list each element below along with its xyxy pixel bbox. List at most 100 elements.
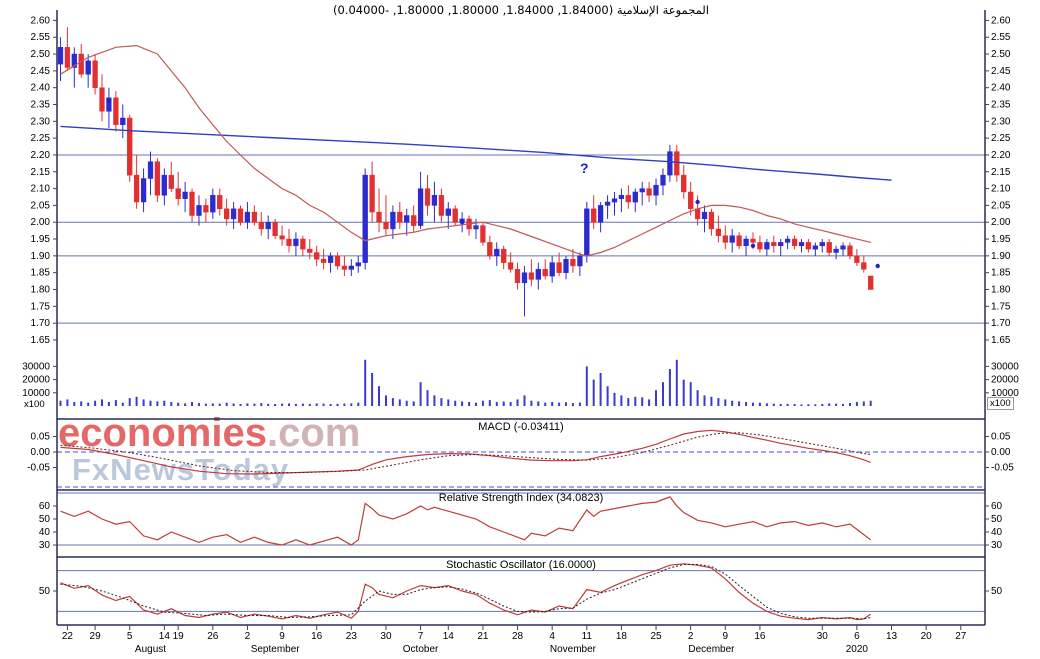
volume-bar bbox=[80, 401, 83, 406]
volume-bar bbox=[558, 402, 561, 406]
svg-text:60: 60 bbox=[39, 501, 51, 512]
volume-bar bbox=[426, 390, 429, 406]
svg-text:11: 11 bbox=[582, 631, 593, 642]
volume-bar bbox=[869, 400, 872, 406]
svg-text:14: 14 bbox=[443, 631, 455, 642]
volume-bar bbox=[267, 403, 270, 406]
volume-bar bbox=[717, 398, 720, 406]
candle bbox=[840, 245, 846, 250]
candle bbox=[549, 262, 555, 277]
axis-labels: 2.60 2.60 2.55 2.55 2.50 2.50 2.45 2.45 2.40 2.40… bbox=[22, 15, 1019, 655]
svg-text:10000: 10000 bbox=[22, 388, 50, 399]
candle bbox=[106, 97, 112, 112]
candle bbox=[99, 87, 105, 112]
svg-text:30000: 30000 bbox=[991, 361, 1019, 372]
volume-bar bbox=[662, 382, 664, 406]
svg-text:2.10: 2.10 bbox=[991, 184, 1011, 195]
candle bbox=[355, 262, 361, 267]
candle bbox=[334, 255, 341, 267]
volume-bar bbox=[385, 395, 387, 406]
candle bbox=[487, 242, 493, 257]
svg-text:30: 30 bbox=[380, 631, 392, 642]
candle bbox=[348, 265, 354, 270]
svg-text:2.40: 2.40 bbox=[31, 83, 51, 94]
volume-bar bbox=[288, 403, 290, 406]
candle bbox=[701, 211, 708, 220]
volume-bar bbox=[260, 403, 263, 406]
volume-bar bbox=[862, 401, 865, 406]
svg-text:16: 16 bbox=[754, 631, 766, 642]
volume-bar bbox=[710, 396, 713, 406]
volume-bar bbox=[461, 401, 464, 406]
grid-lines bbox=[57, 154, 985, 324]
candle bbox=[265, 221, 271, 230]
svg-text:2.30: 2.30 bbox=[31, 116, 51, 127]
volume-bar bbox=[724, 399, 727, 406]
candle bbox=[182, 191, 188, 199]
volume-bar bbox=[371, 373, 374, 406]
candle bbox=[521, 272, 528, 284]
volume-bar bbox=[184, 403, 187, 406]
volume-bar bbox=[696, 390, 699, 406]
volume-bar bbox=[433, 395, 436, 406]
candle bbox=[272, 221, 278, 236]
svg-text:2.50: 2.50 bbox=[31, 49, 51, 60]
volume-bar bbox=[239, 404, 242, 406]
volume-bar bbox=[225, 402, 228, 406]
volume-bar bbox=[842, 403, 844, 406]
candle bbox=[404, 215, 410, 223]
volume-bar bbox=[765, 403, 768, 406]
svg-text:60: 60 bbox=[991, 501, 1003, 512]
candle bbox=[258, 221, 264, 230]
candle bbox=[154, 161, 161, 196]
volume-bar bbox=[468, 402, 471, 406]
volume-bar bbox=[551, 402, 554, 406]
svg-text:23: 23 bbox=[346, 631, 358, 642]
candle bbox=[507, 262, 514, 270]
candle bbox=[237, 208, 244, 223]
candle bbox=[501, 248, 507, 263]
volume-bar bbox=[73, 402, 76, 406]
volume-bar bbox=[641, 397, 644, 406]
svg-text:2.45: 2.45 bbox=[31, 66, 51, 77]
volume-bar bbox=[668, 369, 671, 406]
volume-bar bbox=[246, 403, 249, 406]
candle bbox=[667, 151, 673, 176]
candle bbox=[314, 252, 320, 260]
svg-text:2.25: 2.25 bbox=[991, 133, 1011, 144]
svg-text:December: December bbox=[688, 644, 735, 655]
svg-text:2.20: 2.20 bbox=[31, 150, 51, 161]
volume-bar bbox=[142, 399, 145, 406]
candle bbox=[286, 238, 292, 246]
candle bbox=[715, 228, 722, 236]
svg-text:50: 50 bbox=[991, 586, 1003, 597]
candle bbox=[230, 208, 237, 220]
volume-bar bbox=[634, 396, 637, 406]
candle bbox=[722, 235, 728, 243]
candle bbox=[584, 208, 590, 257]
volume-bar bbox=[807, 404, 810, 406]
candle bbox=[473, 225, 479, 230]
volume-bar bbox=[391, 398, 394, 406]
candle bbox=[445, 208, 451, 216]
volume-bar bbox=[398, 399, 401, 406]
candle bbox=[376, 211, 382, 223]
svg-text:5: 5 bbox=[127, 631, 133, 642]
candle bbox=[251, 211, 258, 223]
candle bbox=[833, 248, 839, 253]
candle bbox=[189, 191, 195, 216]
svg-text:1.85: 1.85 bbox=[31, 268, 51, 279]
volume-bar bbox=[516, 399, 519, 406]
svg-text:2: 2 bbox=[245, 631, 251, 642]
candle bbox=[383, 221, 389, 230]
candle bbox=[92, 60, 98, 88]
volume-bar bbox=[544, 402, 547, 406]
candle bbox=[597, 205, 604, 223]
rsi-panel bbox=[57, 492, 985, 546]
candle bbox=[362, 174, 368, 263]
volume-bar bbox=[156, 401, 159, 406]
svg-text:30: 30 bbox=[991, 540, 1003, 551]
svg-text:19: 19 bbox=[173, 631, 185, 642]
signal-dot bbox=[106, 98, 112, 104]
